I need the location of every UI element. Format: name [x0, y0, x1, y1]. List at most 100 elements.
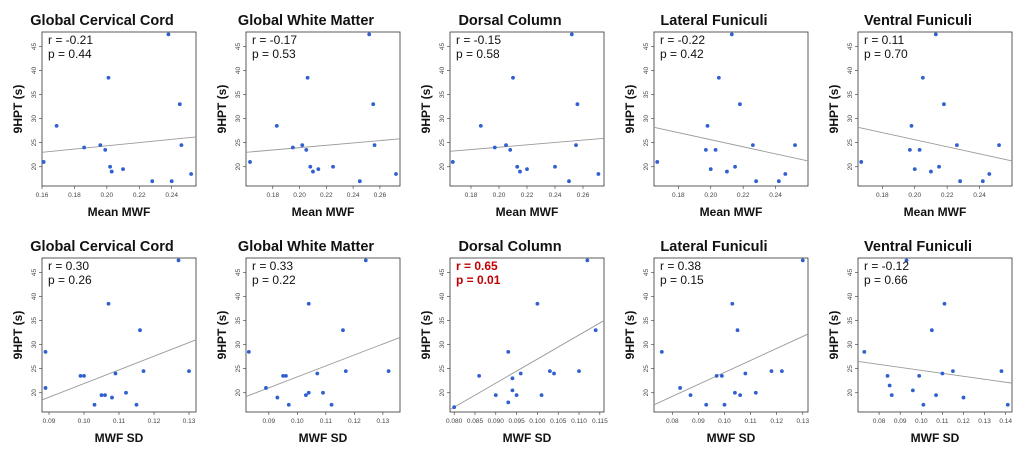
y-tick-label: 30	[847, 115, 854, 123]
data-point	[510, 376, 515, 381]
data-point	[887, 383, 892, 388]
p-value: p = 0.22	[252, 273, 296, 287]
scatter-plot: 0.08 0.09 0.10 0.11 0.12 0.13 20 25 30 35 40 45 MWF …	[623, 257, 809, 445]
x-tick-label: 0.26	[374, 192, 387, 199]
y-tick-label: 45	[31, 42, 38, 50]
data-point	[275, 395, 280, 400]
x-tick-label: 0.12	[957, 418, 970, 425]
y-tick-label: 45	[235, 268, 242, 276]
data-point	[1005, 402, 1010, 407]
scatter-panel: Global Cervical Cord 0.09 0.10 0.11 0.12 0.13…	[0, 226, 204, 452]
plot-frame	[41, 31, 197, 187]
data-point	[577, 369, 581, 373]
y-axis-label: 9HPT (s)	[827, 311, 841, 360]
regression-line	[449, 137, 605, 152]
y-tick-label: 30	[439, 341, 446, 349]
x-tick-label: 0.09	[43, 418, 56, 425]
data-point	[43, 386, 48, 390]
x-tick-label: 0.10	[915, 418, 928, 425]
y-tick-label: 40	[235, 293, 242, 301]
data-point	[733, 390, 737, 395]
data-point	[793, 143, 797, 147]
p-value: p = 0.42	[660, 47, 704, 61]
scatter-panel: Ventral Funiculi 0.18 0.20 0.22 0.24 20 25 30 35…	[816, 0, 1020, 226]
data-point	[187, 369, 191, 373]
data-point	[248, 160, 252, 164]
x-tick-label: 0.20	[704, 192, 717, 199]
scatter-plot: 0.18 0.20 0.22 0.24 0.26 20 25 30 35 40 45 Mean MWF…	[215, 31, 401, 219]
data-point	[705, 123, 710, 128]
data-point	[54, 123, 59, 128]
scatter-panel: Global White Matter 0.09 0.10 0.11 0.12 0.13 2…	[204, 226, 408, 452]
y-tick-label: 40	[31, 67, 38, 75]
data-point	[329, 402, 334, 407]
data-point	[961, 395, 966, 400]
data-point	[357, 179, 362, 184]
regression-line	[245, 336, 401, 398]
data-point	[525, 167, 529, 172]
data-point	[659, 349, 664, 354]
data-point	[78, 374, 83, 378]
y-tick-label: 25	[643, 365, 650, 373]
data-point	[688, 393, 693, 398]
data-point	[367, 32, 372, 37]
data-point	[704, 402, 709, 407]
r-value: r = -0.22	[660, 33, 705, 47]
r-value: r = 0.33	[252, 259, 293, 273]
data-point	[290, 145, 295, 150]
x-tick-label: 0.090	[488, 418, 505, 425]
data-point	[678, 386, 683, 390]
p-value: p = 0.70	[864, 47, 908, 61]
r-value: r = -0.12	[864, 259, 909, 273]
y-tick-label: 35	[235, 317, 242, 325]
x-tick-label: 0.13	[377, 418, 390, 425]
y-tick-label: 45	[235, 42, 242, 50]
data-point	[862, 349, 867, 354]
x-tick-label: 0.13	[796, 418, 809, 425]
data-point	[547, 369, 552, 373]
data-point	[917, 148, 922, 152]
data-point	[274, 123, 279, 128]
data-point	[141, 369, 146, 373]
y-tick-label: 20	[235, 163, 242, 171]
x-tick-label: 0.18	[68, 192, 81, 199]
x-tick-label: 0.11	[320, 418, 333, 425]
data-point	[708, 167, 713, 172]
y-axis-label: 9HPT (s)	[11, 311, 25, 360]
data-point	[951, 369, 955, 373]
y-tick-label: 20	[643, 389, 650, 397]
data-point	[800, 258, 805, 263]
y-tick-label: 25	[439, 365, 446, 373]
y-axis-label: 9HPT (s)	[623, 85, 637, 134]
y-tick-label: 25	[31, 139, 38, 147]
x-tick-label: 0.13	[183, 418, 196, 425]
data-point	[904, 258, 909, 263]
p-value: p = 0.66	[864, 273, 908, 287]
y-tick-label: 40	[439, 293, 446, 301]
data-point	[508, 148, 513, 152]
plot-frame	[245, 31, 401, 187]
data-point	[733, 164, 737, 169]
data-point	[113, 371, 118, 376]
plot-frame	[653, 31, 809, 187]
scatter-panel: Global White Matter 0.18 0.20 0.22 0.24 0.26 2…	[204, 0, 408, 226]
data-point	[246, 349, 251, 354]
panel-title: Global White Matter	[237, 13, 375, 29]
data-point	[743, 371, 748, 376]
x-axis-label: MWF SD	[503, 431, 552, 445]
y-tick-label: 35	[31, 317, 38, 325]
data-point	[714, 374, 719, 378]
x-axis-label: Mean MWF	[904, 205, 967, 219]
r-value: r = 0.38	[660, 259, 701, 273]
y-tick-label: 40	[643, 293, 650, 301]
data-point	[934, 393, 938, 398]
data-point	[725, 169, 729, 174]
scatter-panel: Dorsal Column 0.080 0.085 0.090 0.095 0.100 0.…	[408, 226, 612, 452]
scatter-plot: 0.18 0.20 0.22 0.24 20 25 30 35 40 45 Mean MWF 9HPT…	[827, 31, 1013, 219]
y-tick-label: 25	[439, 139, 446, 147]
x-tick-label: 0.24	[347, 192, 360, 199]
x-tick-label: 0.11	[744, 418, 757, 425]
x-tick-label: 0.09	[262, 418, 275, 425]
data-point	[305, 75, 310, 80]
x-tick-label: 0.20	[101, 192, 114, 199]
